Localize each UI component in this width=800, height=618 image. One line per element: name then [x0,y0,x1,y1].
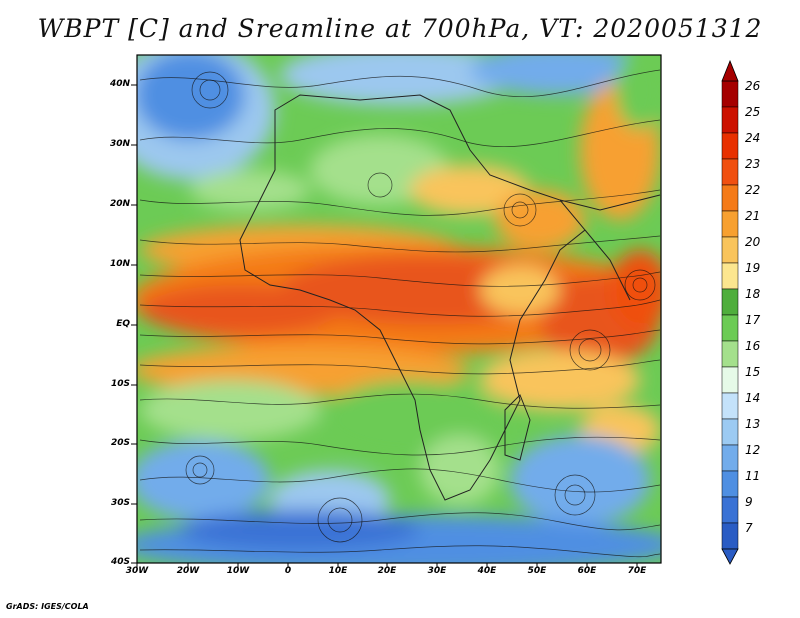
colorbar-top-arrow [721,59,739,82]
colorbar-swatch [721,158,739,186]
lon-label-70e: 70E [627,566,647,576]
colorbar-swatch [721,496,739,524]
colorbar-label-15: 15 [745,365,761,379]
colorbar-swatch [721,288,739,316]
colorbar-swatch [721,184,739,212]
colorbar-bottom-arrow [721,548,739,565]
lat-label-10s: 10S [110,379,130,389]
lon-label-10w: 10W [226,566,250,576]
colorbar-swatch [721,262,739,290]
lon-label-40e: 40E [477,566,497,576]
lat-label-40n: 40N [109,79,130,89]
colorbar-swatch [721,210,739,238]
colorbar-swatch [721,132,739,160]
colorbar-label-14: 14 [745,391,761,405]
colorbar-label-25: 25 [745,105,761,119]
colorbar-label-20: 20 [745,235,761,249]
colorbar-label-19: 19 [745,261,761,275]
colorbar-label-26: 26 [745,79,761,93]
colorbar-swatch [721,366,739,394]
lon-label-20e: 20E [377,566,397,576]
lat-label-eq: EQ [116,319,130,329]
colorbar-swatch [721,470,739,498]
lon-label-50e: 50E [527,566,547,576]
lat-label-10n: 10N [109,259,130,269]
colorbar-swatch [721,80,739,108]
temperature-field [137,55,661,563]
colorbar-label-18: 18 [745,287,761,301]
colorbar-label-7: 7 [745,521,753,535]
colorbar-swatch [721,314,739,342]
lon-label-30w: 30W [125,566,149,576]
colorbar-swatch [721,340,739,368]
colorbar-label-17: 17 [745,313,761,327]
colorbar [721,59,739,565]
map-frame [136,54,662,564]
colorbar-label-11: 11 [745,469,761,483]
lat-label-20s: 20S [110,438,130,448]
colorbar-swatches [721,80,739,550]
colorbar-swatch [721,392,739,420]
lat-label-40s: 40S [110,557,130,567]
lat-label-20n: 20N [109,199,130,209]
colorbar-swatch [721,418,739,446]
lon-label-10e: 10E [328,566,348,576]
credit-text: GrADS: IGES/COLA [6,602,89,611]
lon-label-30e: 30E [427,566,447,576]
colorbar-label-13: 13 [745,417,761,431]
colorbar-swatch [721,444,739,472]
lat-label-30n: 30N [109,139,130,149]
lon-label-20w: 20W [176,566,200,576]
colorbar-label-21: 21 [745,209,761,223]
lon-label-60e: 60E [577,566,597,576]
colorbar-label-16: 16 [745,339,761,353]
colorbar-swatch [721,236,739,264]
coastlines [239,94,661,501]
axis-ticks [131,84,638,568]
colorbar-label-23: 23 [745,157,761,171]
colorbar-swatch [721,522,739,550]
colorbar-label-24: 24 [745,131,761,145]
colorbar-label-12: 12 [745,443,761,457]
lat-label-30s: 30S [110,498,130,508]
colorbar-swatch [721,106,739,134]
lon-label-0: 0 [284,566,292,576]
streamlines [139,69,661,558]
chart-title: WBPT [C] and Sreamline at 700hPa, VT: 20… [37,14,763,43]
colorbar-label-9: 9 [745,495,753,509]
colorbar-label-22: 22 [745,183,761,197]
